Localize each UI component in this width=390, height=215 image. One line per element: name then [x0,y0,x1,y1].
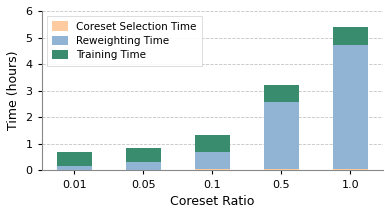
Bar [195,169,230,170]
Bar [195,152,230,169]
Bar [195,135,230,152]
Bar [264,169,299,170]
X-axis label: Coreset Ratio: Coreset Ratio [170,195,255,208]
Bar [126,148,161,163]
Bar [264,102,299,169]
Bar [57,152,92,166]
Bar [333,169,367,170]
Bar [126,163,161,170]
Bar [264,85,299,102]
Bar [57,166,92,170]
Y-axis label: Time (hours): Time (hours) [7,51,20,131]
Bar [333,45,367,169]
Legend: Coreset Selection Time, Reweighting Time, Training Time: Coreset Selection Time, Reweighting Time… [47,16,202,66]
Bar [333,27,367,45]
